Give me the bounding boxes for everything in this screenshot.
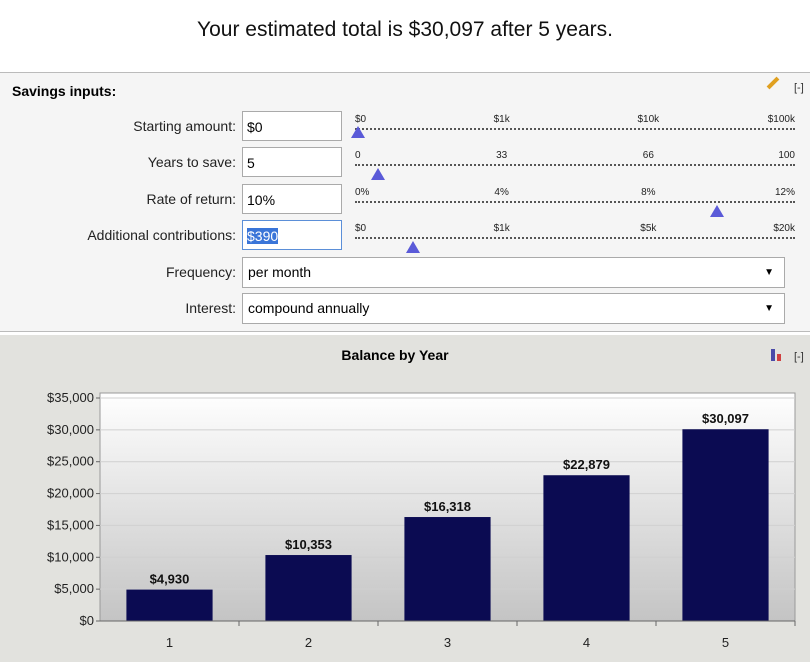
input-label: Additional contributions: [87,227,236,243]
slider-scale-label: $1k [493,223,510,234]
bar [404,517,491,621]
result-heading: Your estimated total is $30,097 after 5 … [197,18,613,41]
value-label: $4,930 [150,572,190,587]
select-label: Interest: [185,300,236,316]
collapse-button[interactable]: [-] [794,351,804,363]
slider-scale-label: $5k [640,223,657,234]
value-label: $30,097 [702,411,749,426]
value-label: $16,318 [424,499,471,514]
bar [126,589,213,621]
y-tick-label: $15,000 [47,517,94,532]
input-value: $390 [247,228,279,244]
text-input[interactable]: $0 [242,111,342,141]
dropdown-value: compound annually [248,300,370,316]
y-tick-label: $5,000 [54,581,94,596]
inputs-panel: Savings inputs: [-] Starting amount: $0 $0… [0,72,810,332]
slider-track [355,237,795,239]
chart-type-icon[interactable] [771,349,775,361]
bar [265,555,352,621]
slider-thumb[interactable] [406,241,420,253]
y-tick-label: $20,000 [47,486,94,501]
chart-title: Balance by Year [341,347,449,363]
slider-track [355,128,795,130]
x-tick-label: 2 [305,635,312,650]
slider-scale-label: $100k [767,114,795,125]
slider-thumb[interactable] [710,205,724,217]
slider-scale-label: 4% [494,187,509,198]
slider-thumb[interactable] [351,126,365,138]
text-input[interactable]: 5 [242,147,342,177]
dropdown[interactable]: compound annually ▼ [242,293,785,324]
input-value: $0 [247,119,263,135]
collapse-button[interactable]: [-] [794,82,804,94]
slider-scale-label: 0% [355,187,370,198]
input-value: 5 [247,155,255,171]
input-label: Years to save: [147,154,236,170]
slider[interactable]: $0 $1k $10k $100k [351,114,795,144]
input-value: 10% [247,192,276,208]
slider-scale-label: 100 [778,150,795,161]
bar [682,429,769,621]
bar [543,475,630,621]
slider-scale-label: 66 [642,150,654,161]
input-label: Starting amount: [133,118,236,134]
y-tick-label: $35,000 [47,390,94,405]
slider-scale-label: $20k [773,223,795,234]
x-tick-label: 1 [166,635,173,650]
slider-scale-label: 12% [774,187,795,198]
slider[interactable]: $0 $1k $5k $20k [355,223,795,253]
slider-scale-label: 0 [355,150,361,161]
slider-scale-label: 8% [641,187,656,198]
slider-scale-label: $0 [355,114,367,125]
chart-type-icon[interactable] [777,354,781,361]
x-tick-label: 4 [583,635,590,650]
slider-track [355,164,795,166]
slider-scale-label: 33 [496,150,508,161]
panel-title: Savings inputs: [12,83,117,99]
text-input[interactable]: $390 [242,220,342,250]
value-label: $10,353 [285,537,332,552]
y-tick-label: $0 [80,613,94,628]
slider-scale-label: $0 [355,223,367,234]
text-input[interactable]: 10% [242,184,342,214]
chart: Balance by Year [-] $0 $5,000 $10,000 $15,0… [0,335,810,662]
dropdown-arrow: ▼ [764,303,774,314]
y-tick-label: $10,000 [47,549,94,564]
y-tick-label: $30,000 [47,422,94,437]
y-tick-label: $25,000 [47,454,94,469]
slider-scale-label: $10k [637,114,660,125]
slider-track [355,201,795,203]
x-tick-label: 3 [444,635,451,650]
dropdown-value: per month [248,264,312,280]
slider[interactable]: 0 33 66 100 [355,150,795,180]
slider-thumb[interactable] [371,168,385,180]
edit-icon[interactable] [766,76,780,90]
dropdown[interactable]: per month ▼ [242,257,785,288]
slider-scale-label: $1k [493,114,510,125]
value-label: $22,879 [563,457,610,472]
dropdown-arrow: ▼ [764,267,774,278]
input-label: Rate of return: [146,191,237,207]
slider[interactable]: 0% 4% 8% 12% [355,187,795,217]
select-label: Frequency: [165,264,236,280]
x-tick-label: 5 [722,635,729,650]
